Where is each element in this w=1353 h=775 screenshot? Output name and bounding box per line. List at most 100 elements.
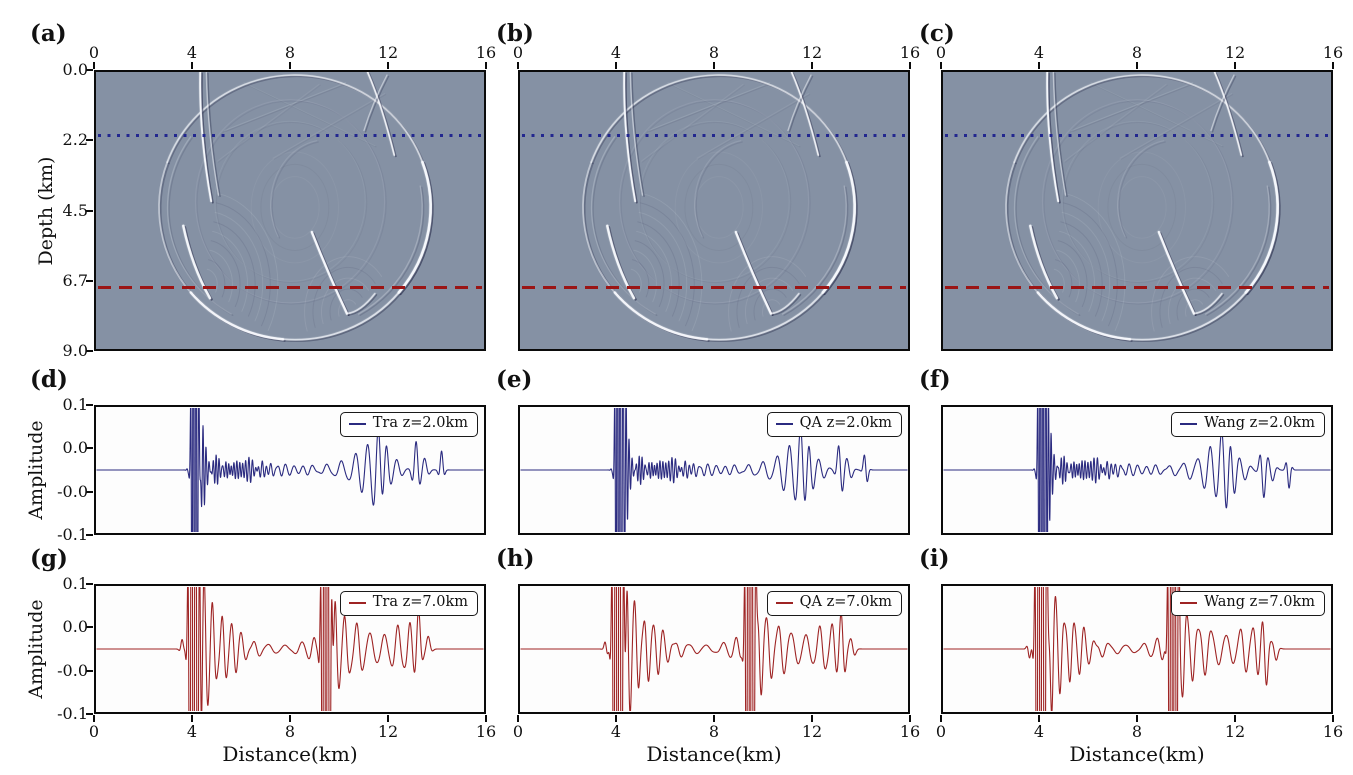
panel-c-wavefield: (c) 0 4 8 12 16 — [919, 22, 1343, 351]
panel-f-trace: (f) Wang z=2.0km — [919, 368, 1333, 535]
top-tick-mark — [517, 62, 519, 69]
legend: Wang z=2.0km — [1171, 412, 1325, 437]
panel-tag-a: (a) — [30, 20, 67, 47]
bottom-tick-label: 4 — [1033, 722, 1045, 741]
top-tick-mark — [811, 62, 813, 69]
bottom-tick-label: 16 — [899, 722, 921, 741]
top-tick-label: 12 — [377, 43, 399, 62]
left-tick-mark — [86, 447, 93, 450]
top-tick-mark — [713, 62, 715, 69]
top-tick-mark — [909, 62, 911, 69]
bottom-tick-label: 8 — [284, 722, 296, 741]
bottom-tick-mark — [940, 715, 942, 722]
plot-area-trace-g: Tra z=7.0km — [94, 584, 486, 714]
panel-g-trace: (g) Amplitude Tra z=7.0km Distance(km) 0… — [25, 547, 496, 766]
top-tick-mark — [387, 62, 389, 69]
plot-area-trace-f: Wang z=2.0km — [941, 405, 1333, 535]
bottom-tick-label: 8 — [1131, 722, 1143, 741]
left-tick-mark — [86, 583, 93, 585]
legend-line-sample — [1180, 601, 1198, 604]
bottom-tick-label: 0 — [512, 722, 524, 741]
top-tick-label: 4 — [1033, 43, 1045, 62]
legend-label: Wang z=7.0km — [1204, 594, 1315, 610]
left-tick-label: -0.1 — [57, 704, 88, 723]
top-tick-mark — [289, 62, 291, 69]
bottom-tick-label: 16 — [1322, 722, 1344, 741]
top-tick-mark — [1332, 62, 1334, 69]
panel-b-wavefield: (b) 0 4 8 12 16 — [496, 22, 920, 351]
bottom-tick-mark — [811, 715, 813, 722]
wavefield-image-c — [943, 72, 1331, 349]
plot-area-wavefield-a — [94, 70, 486, 351]
legend-line-sample — [348, 422, 366, 425]
legend: Tra z=7.0km — [339, 591, 478, 616]
panel-tag-g: (g) — [30, 545, 68, 572]
panel-i-trace: (i) Wang z=7.0km Distance(km) 0 4 8 12 16 — [919, 547, 1343, 766]
bottom-tick-mark — [1332, 715, 1334, 722]
left-tick-label: 9.0 — [62, 341, 88, 360]
legend-line-sample — [1180, 422, 1198, 425]
amplitude-axis-label: Amplitude — [25, 420, 47, 520]
wavefield-image-b — [520, 72, 908, 349]
left-tick-mark — [86, 404, 93, 406]
top-tick-mark — [191, 62, 193, 69]
top-tick-mark — [1234, 62, 1236, 69]
top-tick-label: 12 — [801, 43, 823, 62]
legend-label: Tra z=7.0km — [372, 594, 468, 610]
top-tick-label: 16 — [899, 43, 921, 62]
left-tick-mark — [86, 139, 93, 142]
legend-label: Wang z=2.0km — [1204, 415, 1315, 431]
panel-tag-f: (f) — [919, 366, 951, 393]
left-tick-label: 2.2 — [62, 130, 88, 150]
left-tick-mark — [86, 669, 93, 672]
top-tick-label: 4 — [610, 43, 622, 62]
panel-h-trace: (h) QA z=7.0km Distance(km) 0 4 8 12 16 — [496, 547, 920, 766]
top-tick-label: 8 — [284, 43, 296, 62]
bottom-tick-mark — [289, 715, 291, 722]
bottom-tick-mark — [713, 715, 715, 722]
left-tick-label: -0.1 — [57, 525, 88, 544]
left-tick-mark — [86, 534, 93, 536]
left-tick-mark — [86, 279, 93, 282]
panel-tag-e: (e) — [496, 366, 533, 393]
panel-tag-c: (c) — [919, 20, 955, 47]
distance-axis-label: Distance(km) — [1069, 742, 1205, 766]
distance-axis-label: Distance(km) — [222, 742, 358, 766]
left-tick-label: 0.0 — [62, 617, 88, 637]
panel-e-trace: (e) QA z=2.0km — [496, 368, 910, 535]
panel-a-wavefield: (a) Depth (km) 0 4 8 12 16 0.0 2.2 4.5 6.7 9.0 — [30, 22, 496, 359]
bottom-tick-label: 12 — [377, 722, 399, 741]
left-tick-label: 0.0 — [62, 60, 88, 79]
top-tick-mark — [1136, 62, 1138, 69]
bottom-tick-mark — [93, 715, 95, 722]
bottom-tick-label: 12 — [801, 722, 823, 741]
left-tick-label: 4.5 — [62, 200, 88, 220]
plot-area-wavefield-c — [941, 70, 1333, 351]
left-tick-label: -0.0 — [57, 481, 88, 501]
top-tick-label: 0 — [512, 43, 524, 62]
wavefield-image-a — [96, 72, 484, 349]
plot-area-trace-d: Tra z=2.0km — [94, 405, 486, 535]
bottom-tick-label: 0 — [935, 722, 947, 741]
bottom-tick-mark — [1038, 715, 1040, 722]
top-tick-mark — [940, 62, 942, 69]
panel-tag-d: (d) — [30, 366, 68, 393]
left-tick-label: 0.1 — [62, 395, 88, 414]
panel-tag-b: (b) — [496, 20, 534, 47]
bottom-tick-mark — [1136, 715, 1138, 722]
top-tick-mark — [485, 62, 487, 69]
bottom-tick-label: 16 — [475, 722, 497, 741]
panel-d-trace: (d) Amplitude Tra z=2.0km 0.1 0.0 -0.0 -0.1 — [25, 368, 486, 543]
legend-label: Tra z=2.0km — [372, 415, 468, 431]
top-tick-label: 8 — [1131, 43, 1143, 62]
bottom-tick-mark — [387, 715, 389, 722]
amplitude-axis-label: Amplitude — [25, 599, 47, 699]
left-tick-label: 0.0 — [62, 438, 88, 458]
top-tick-label: 0 — [935, 43, 947, 62]
bottom-tick-mark — [191, 715, 193, 722]
left-tick-mark — [86, 490, 93, 493]
left-tick-mark — [86, 69, 93, 71]
left-tick-mark — [86, 626, 93, 629]
left-tick-label: 0.1 — [62, 574, 88, 593]
